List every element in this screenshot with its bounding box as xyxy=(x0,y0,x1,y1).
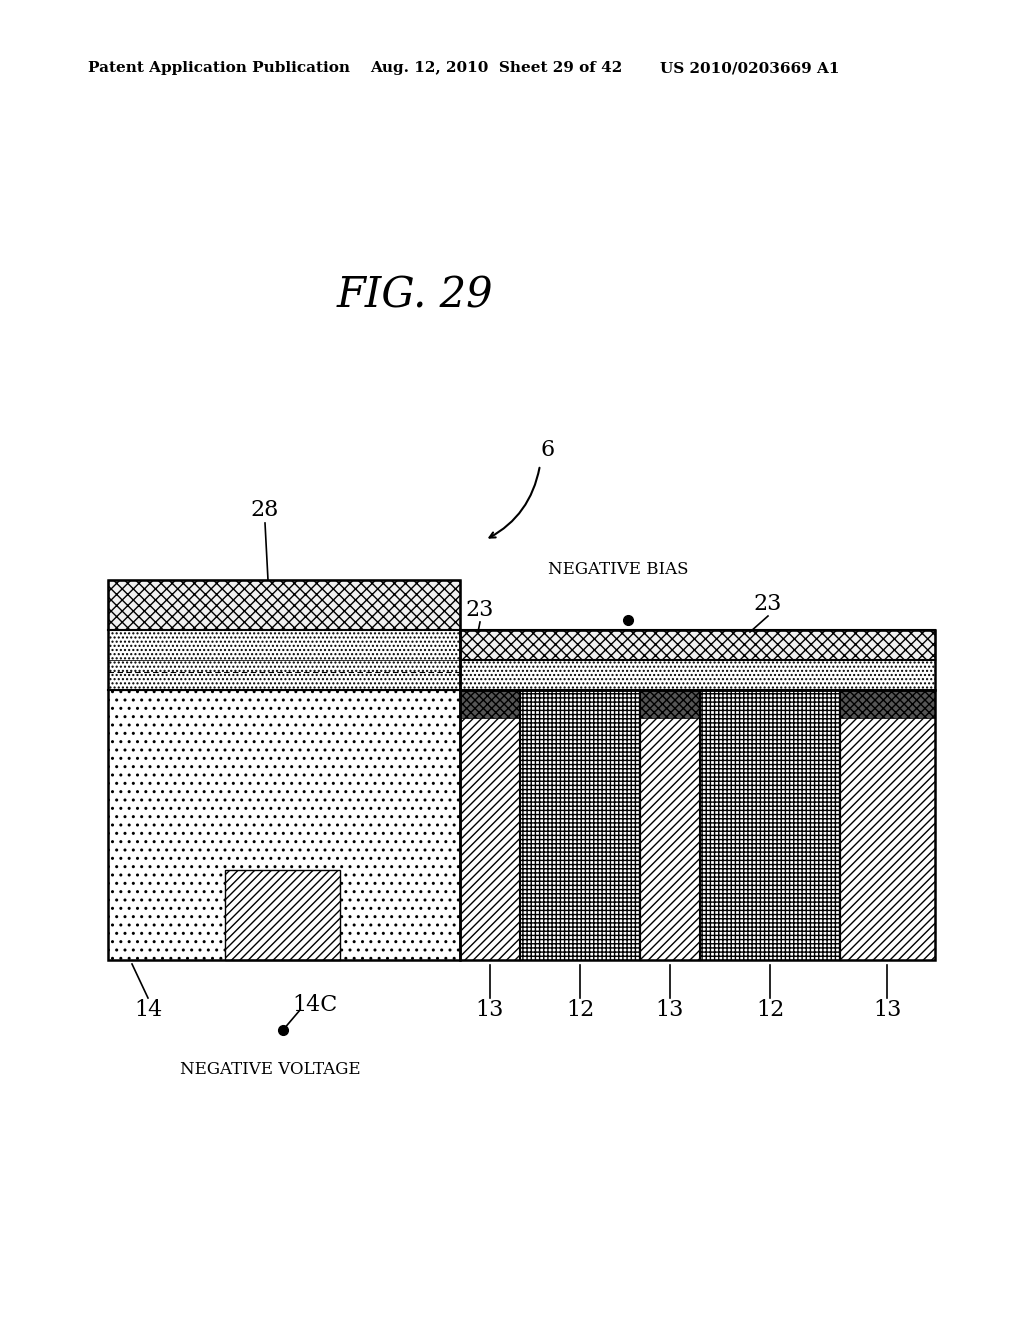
Text: Aug. 12, 2010  Sheet 29 of 42: Aug. 12, 2010 Sheet 29 of 42 xyxy=(370,61,623,75)
Text: US 2010/0203669 A1: US 2010/0203669 A1 xyxy=(660,61,840,75)
Text: 12: 12 xyxy=(566,999,594,1020)
Bar xyxy=(460,690,935,960)
Bar xyxy=(840,690,935,718)
Text: 6: 6 xyxy=(541,440,555,461)
Bar xyxy=(225,870,340,960)
Bar xyxy=(108,579,460,630)
Text: 14C: 14C xyxy=(293,994,338,1016)
Bar xyxy=(460,630,935,690)
Bar xyxy=(108,660,460,690)
Bar xyxy=(108,690,460,960)
Text: 23: 23 xyxy=(754,593,782,615)
Bar xyxy=(108,579,460,960)
Text: 23: 23 xyxy=(466,599,495,620)
Bar xyxy=(640,690,700,718)
Bar xyxy=(520,690,640,960)
Bar xyxy=(460,660,935,690)
Bar xyxy=(460,630,935,660)
Bar xyxy=(700,690,840,960)
Text: 14: 14 xyxy=(134,999,162,1020)
Text: 13: 13 xyxy=(872,999,901,1020)
Bar xyxy=(840,690,935,960)
Text: 13: 13 xyxy=(476,999,504,1020)
Text: 12: 12 xyxy=(756,999,784,1020)
Bar xyxy=(640,690,700,960)
Text: NEGATIVE BIAS: NEGATIVE BIAS xyxy=(548,561,688,578)
Text: 28: 28 xyxy=(251,499,280,521)
Text: Patent Application Publication: Patent Application Publication xyxy=(88,61,350,75)
Bar xyxy=(108,630,460,660)
Bar xyxy=(460,690,520,960)
Text: 13: 13 xyxy=(655,999,684,1020)
Text: NEGATIVE VOLTAGE: NEGATIVE VOLTAGE xyxy=(179,1061,360,1078)
Bar xyxy=(460,690,520,718)
Text: FIG. 29: FIG. 29 xyxy=(337,275,494,315)
